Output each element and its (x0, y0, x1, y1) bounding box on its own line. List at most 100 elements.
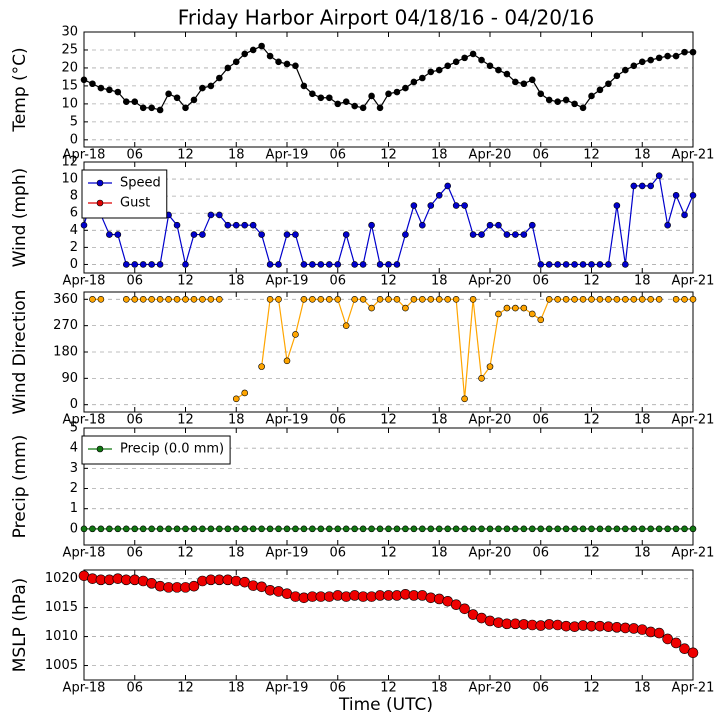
data-point (266, 52, 274, 60)
data-point (579, 296, 587, 303)
data-point (681, 296, 688, 303)
data-point (571, 296, 578, 303)
data-point (359, 296, 367, 303)
data-point (562, 525, 570, 533)
data-point (520, 304, 528, 312)
data-point (385, 261, 392, 268)
x-tick-label: Apr-18 (63, 413, 106, 428)
data-point (300, 525, 308, 533)
data-point (266, 525, 274, 533)
data-point (165, 296, 172, 303)
data-point (249, 46, 257, 54)
data-point (461, 525, 468, 533)
data-point (605, 80, 612, 88)
data-point (679, 643, 690, 655)
data-point (317, 296, 325, 303)
y-tick-label: 10 (61, 96, 78, 111)
data-point (114, 88, 122, 96)
y-tick-label: 90 (61, 371, 78, 386)
y-axis-label: Wind Direction (10, 290, 30, 415)
x-tick-label: 06 (126, 148, 143, 163)
data-point (207, 82, 215, 90)
x-tick-label: 18 (431, 546, 448, 561)
data-point (224, 64, 232, 72)
y-tick-label: 6 (70, 206, 78, 221)
x-tick-label: 06 (532, 148, 549, 163)
data-point (528, 76, 536, 84)
data-point (131, 261, 139, 268)
data-point (173, 296, 181, 303)
data-point (655, 296, 663, 303)
y-tick-label: 1010 (45, 629, 78, 644)
data-point (241, 389, 249, 397)
data-point (681, 48, 688, 56)
x-tick-label: 06 (126, 681, 143, 696)
data-point (435, 525, 443, 533)
data-point (596, 296, 604, 303)
y-tick-label: 10 (61, 172, 78, 187)
x-tick-label: Apr-20 (469, 148, 512, 163)
data-point (300, 296, 308, 303)
data-point (478, 56, 485, 64)
legend: Precip (0.0 mm) (81, 435, 231, 465)
data-point (275, 525, 282, 533)
legend: Speed Gust (81, 169, 168, 219)
data-point (450, 599, 462, 611)
x-tick-label: 06 (532, 681, 549, 696)
series-line (83, 174, 694, 266)
data-point (325, 261, 333, 268)
data-point (275, 296, 282, 303)
data-point (638, 525, 646, 533)
data-point (478, 525, 485, 533)
data-point (351, 261, 358, 268)
legend-marker (96, 445, 104, 453)
data-point (266, 261, 274, 268)
data-point (402, 525, 409, 533)
x-tick-label: Apr-18 (63, 274, 106, 289)
y-tick-label: 30 (61, 25, 78, 40)
data-point (469, 231, 477, 238)
data-point (182, 261, 189, 268)
data-point (199, 231, 206, 238)
data-point (486, 62, 494, 70)
data-point (89, 80, 96, 88)
y-tick-label: 1020 (45, 571, 78, 586)
y-tick-label: 20 (61, 60, 78, 75)
x-tick-label: Apr-21 (672, 148, 715, 163)
data-point (495, 525, 502, 533)
x-tick-label: Apr-18 (63, 546, 106, 561)
data-point (520, 231, 528, 238)
data-point (554, 525, 561, 533)
y-tick-label: 1 (70, 501, 78, 516)
x-tick-label: 06 (329, 413, 346, 428)
data-point (689, 192, 697, 199)
data-point (317, 94, 325, 102)
data-point (503, 231, 511, 238)
data-point (342, 525, 350, 533)
data-point (359, 261, 367, 268)
data-point (402, 84, 409, 92)
x-tick-label: 18 (634, 546, 651, 561)
data-point (452, 525, 460, 533)
data-point (528, 310, 536, 318)
data-point (419, 525, 426, 533)
data-point (351, 102, 358, 110)
data-point (655, 525, 663, 533)
data-point (393, 296, 401, 303)
data-point (537, 525, 545, 533)
data-point (122, 525, 130, 533)
x-tick-label: 18 (431, 148, 448, 163)
data-point (545, 96, 553, 104)
data-point (190, 296, 198, 303)
x-tick-label: 12 (177, 148, 194, 163)
x-tick-label: Apr-21 (672, 681, 715, 696)
data-point (664, 525, 671, 533)
data-point (435, 66, 443, 74)
x-tick-label: Apr-20 (469, 681, 512, 696)
x-tick-label: Apr-19 (266, 413, 309, 428)
x-tick-label: 12 (380, 546, 397, 561)
y-tick-label: 4 (70, 223, 78, 238)
data-point (292, 231, 299, 238)
data-point (588, 261, 595, 268)
data-point (156, 106, 164, 114)
